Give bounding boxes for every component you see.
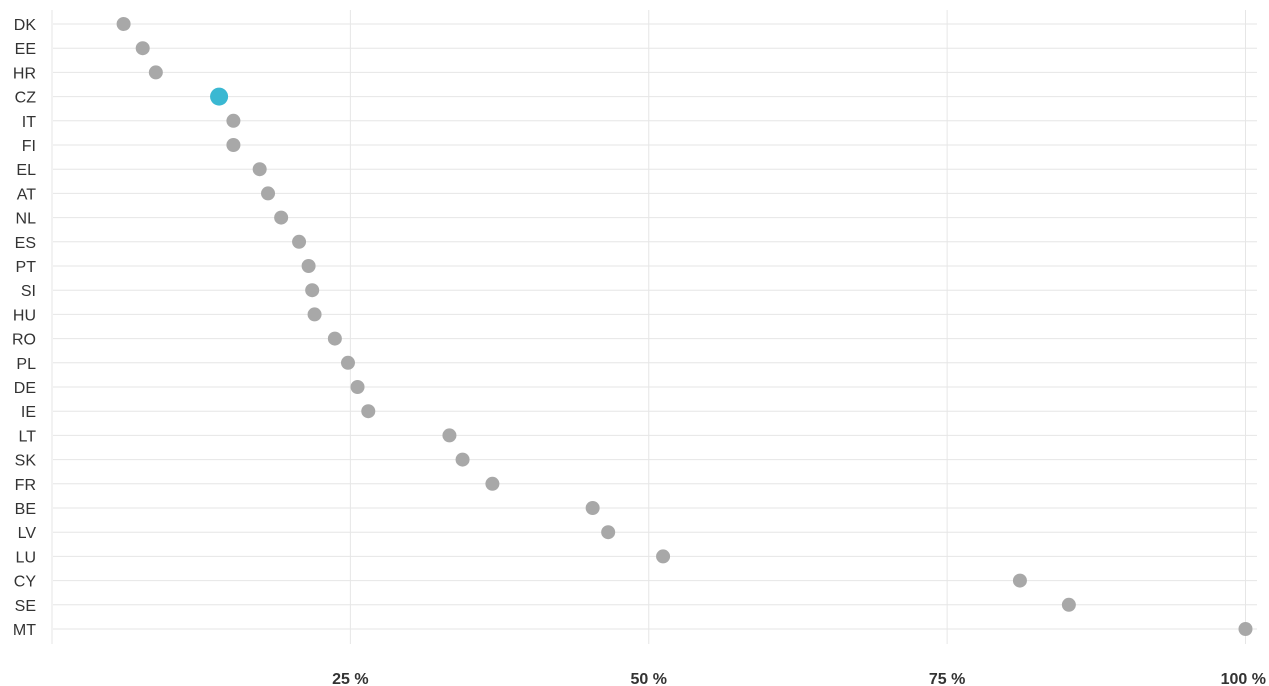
data-point bbox=[305, 283, 320, 298]
data-point bbox=[1012, 573, 1027, 588]
data-point bbox=[252, 162, 267, 177]
category-label: HU bbox=[13, 307, 36, 324]
category-label: DK bbox=[14, 17, 37, 34]
data-point bbox=[274, 210, 289, 225]
category-label: CZ bbox=[15, 90, 37, 107]
data-point bbox=[585, 501, 600, 515]
category-label: IT bbox=[22, 114, 36, 131]
x-tick-label: 50 % bbox=[631, 671, 667, 686]
data-point bbox=[301, 259, 316, 273]
category-label: DE bbox=[14, 380, 36, 397]
data-point bbox=[1238, 622, 1253, 636]
category-label: SE bbox=[15, 598, 36, 615]
data-point bbox=[350, 380, 365, 394]
category-label: LT bbox=[19, 428, 37, 445]
data-point bbox=[116, 17, 131, 31]
data-point bbox=[327, 331, 342, 346]
category-label: ES bbox=[15, 235, 36, 252]
data-point bbox=[455, 452, 470, 467]
category-label: FR bbox=[15, 477, 36, 494]
data-point bbox=[361, 404, 376, 419]
category-label: PL bbox=[16, 356, 36, 373]
category-label: NL bbox=[16, 211, 37, 228]
category-label: IE bbox=[21, 404, 36, 421]
data-point bbox=[485, 476, 500, 491]
data-point bbox=[307, 307, 322, 322]
data-point bbox=[148, 65, 163, 80]
category-label: PT bbox=[16, 259, 37, 276]
data-point bbox=[226, 138, 241, 152]
data-points bbox=[116, 17, 1253, 636]
data-point bbox=[601, 525, 616, 540]
category-label: EL bbox=[16, 162, 36, 179]
category-label: LV bbox=[18, 525, 37, 542]
x-tick-label: 75 % bbox=[929, 671, 965, 686]
x-tick-label: 25 % bbox=[332, 671, 368, 686]
data-point bbox=[261, 186, 276, 201]
x-tick-label: 100 % bbox=[1221, 671, 1266, 686]
category-label: CY bbox=[14, 574, 37, 591]
data-point bbox=[1061, 597, 1076, 612]
x-axis-tick-labels: 25 % 50 % 75 % 100 % bbox=[332, 671, 1266, 686]
category-label: LU bbox=[16, 549, 36, 566]
highlighted-data-point bbox=[210, 87, 229, 106]
category-label: RO bbox=[12, 332, 36, 349]
category-label: SI bbox=[21, 283, 36, 300]
category-label: HR bbox=[13, 65, 36, 82]
category-label: MT bbox=[13, 622, 36, 639]
data-point bbox=[135, 41, 150, 56]
data-point bbox=[340, 355, 355, 370]
category-label: FI bbox=[22, 138, 36, 155]
category-label: SK bbox=[15, 453, 37, 470]
category-label: BE bbox=[15, 501, 36, 518]
grid-layer bbox=[51, 10, 1257, 644]
category-label: EE bbox=[15, 41, 36, 58]
data-point bbox=[292, 234, 307, 249]
data-point bbox=[226, 113, 241, 128]
data-point bbox=[656, 549, 671, 564]
category-labels: DK EE HR CZ IT FI EL AT NL ES PT SI HU RO PL DE IE LT SK FR… bbox=[12, 17, 36, 639]
data-point bbox=[442, 428, 457, 443]
category-label: AT bbox=[17, 186, 36, 203]
